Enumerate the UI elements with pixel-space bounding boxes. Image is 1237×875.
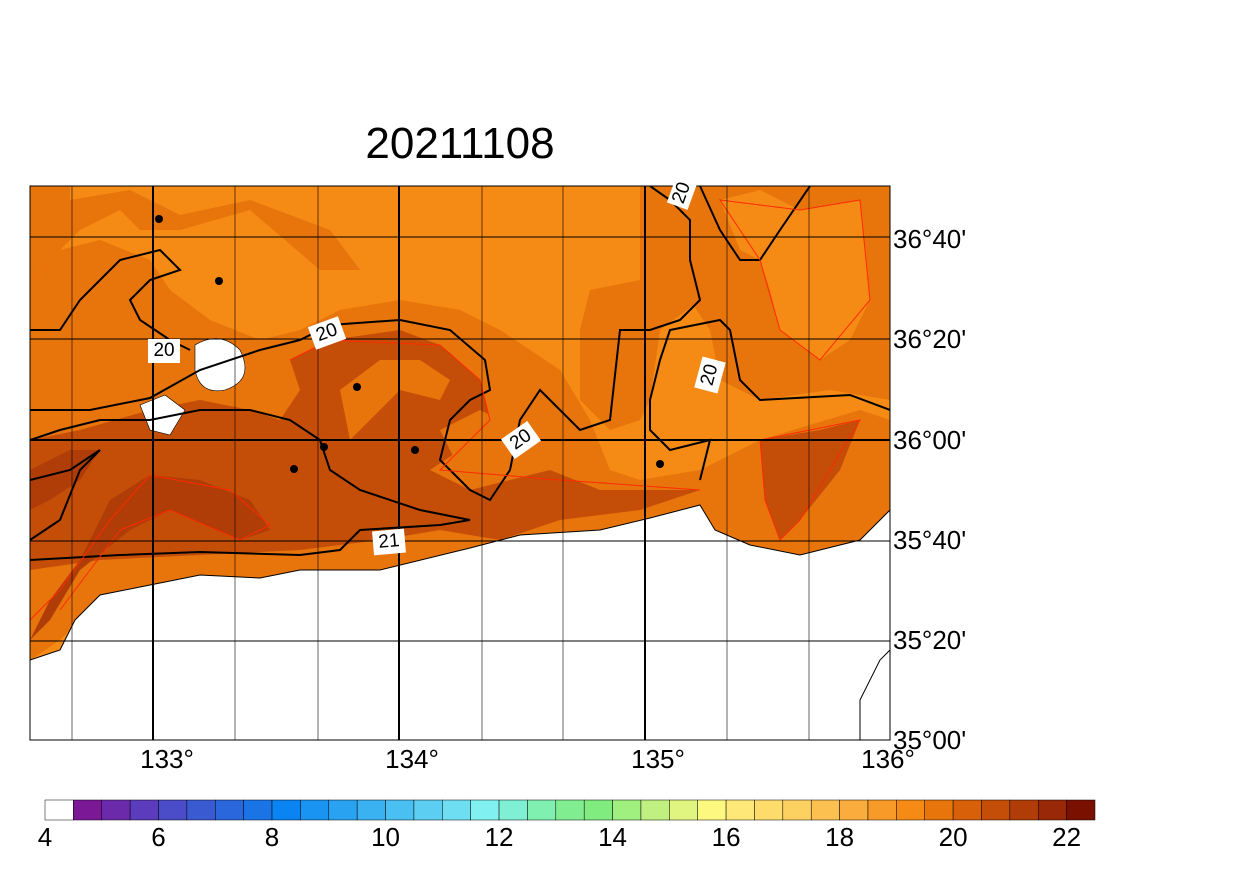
colorbar-box xyxy=(1009,799,1039,821)
sea-field xyxy=(720,190,870,360)
colorbar-box xyxy=(158,799,188,821)
stations xyxy=(155,215,664,473)
colorbar-box xyxy=(101,799,131,821)
colorbar-box xyxy=(981,799,1011,821)
lon-axis: 133° 134° 135° 136° xyxy=(140,744,915,774)
lon-label: 135° xyxy=(631,744,685,774)
lat-label: 36°00' xyxy=(893,425,966,455)
colorbar-box xyxy=(243,799,273,821)
lat-label: 36°20' xyxy=(893,324,966,354)
colorbar-box xyxy=(640,799,670,821)
colorbar-box xyxy=(1037,799,1067,821)
lon-label: 136° xyxy=(861,744,915,774)
sea-field xyxy=(340,360,450,440)
contour-label: 21 xyxy=(378,530,401,553)
lat-label: 35°40' xyxy=(893,525,966,555)
colorbar-label: 14 xyxy=(598,822,627,852)
colorbar-label: 16 xyxy=(712,822,741,852)
lat-label: 36°40' xyxy=(893,224,966,254)
colorbar-box xyxy=(924,799,954,821)
sea-field xyxy=(30,450,100,510)
contour-label: 20 xyxy=(153,340,174,361)
colorbar-box xyxy=(129,799,159,821)
colorbar-box xyxy=(215,799,244,821)
colorbar-label: 10 xyxy=(371,822,400,852)
colorbar-box xyxy=(300,799,330,821)
colorbar-box xyxy=(867,799,897,821)
sea-field xyxy=(440,410,510,480)
colorbar-box xyxy=(498,799,528,821)
colorbar-label: 22 xyxy=(1052,822,1081,852)
colorbar-box xyxy=(839,799,869,821)
colorbar-box xyxy=(413,799,443,821)
colorbar-box xyxy=(669,799,698,821)
colorbar-box xyxy=(810,799,840,821)
colorbar-label: 8 xyxy=(265,822,279,852)
colorbar-box xyxy=(527,799,557,821)
colorbar-label: 20 xyxy=(939,822,968,852)
graticule xyxy=(30,186,890,740)
lat-label: 35°20' xyxy=(893,625,966,655)
colorbar-box xyxy=(356,799,386,821)
colorbar-box xyxy=(555,799,585,821)
colorbar-box xyxy=(952,799,982,821)
colorbar-label: 12 xyxy=(485,822,514,852)
island xyxy=(139,394,186,436)
sea-field xyxy=(760,420,860,540)
colorbar-box xyxy=(725,799,755,821)
contour-lines xyxy=(30,186,890,561)
colorbar-label: 18 xyxy=(825,822,854,852)
colorbar-box xyxy=(470,799,500,821)
sea-field xyxy=(580,270,700,430)
colorbar-box xyxy=(44,799,74,821)
colorbar-box xyxy=(896,799,925,821)
colorbar-box xyxy=(328,799,358,821)
lon-label: 134° xyxy=(385,744,439,774)
title: 20211108 xyxy=(365,119,554,168)
land xyxy=(30,504,890,740)
colorbar-box xyxy=(186,799,216,821)
map-area xyxy=(30,186,890,740)
land xyxy=(859,649,890,740)
colorbar: 4 6 8 10 12 14 16 18 20 22 xyxy=(38,799,1096,852)
colorbar-label: 6 xyxy=(151,822,165,852)
colorbar-box xyxy=(612,799,642,821)
contour-lines-minor xyxy=(30,199,871,621)
colorbar-box xyxy=(385,799,415,821)
sea-field xyxy=(30,186,360,280)
colorbar-label: 4 xyxy=(38,822,52,852)
map-frame xyxy=(29,185,891,741)
colorbar-box xyxy=(271,799,301,821)
colorbar-box xyxy=(1066,799,1096,821)
colorbar-box xyxy=(782,799,812,821)
lon-label: 133° xyxy=(140,744,194,774)
colorbar-box xyxy=(583,799,613,821)
lat-label: 35°00' xyxy=(893,725,966,755)
colorbar-box xyxy=(442,799,471,821)
colorbar-box xyxy=(73,799,103,821)
sea-field xyxy=(30,475,270,640)
colorbar-box xyxy=(697,799,727,821)
lat-axis: 36°40' 36°20' 36°00' 35°40' 35°20' 35°00… xyxy=(893,224,966,755)
colorbar-box xyxy=(754,799,784,821)
